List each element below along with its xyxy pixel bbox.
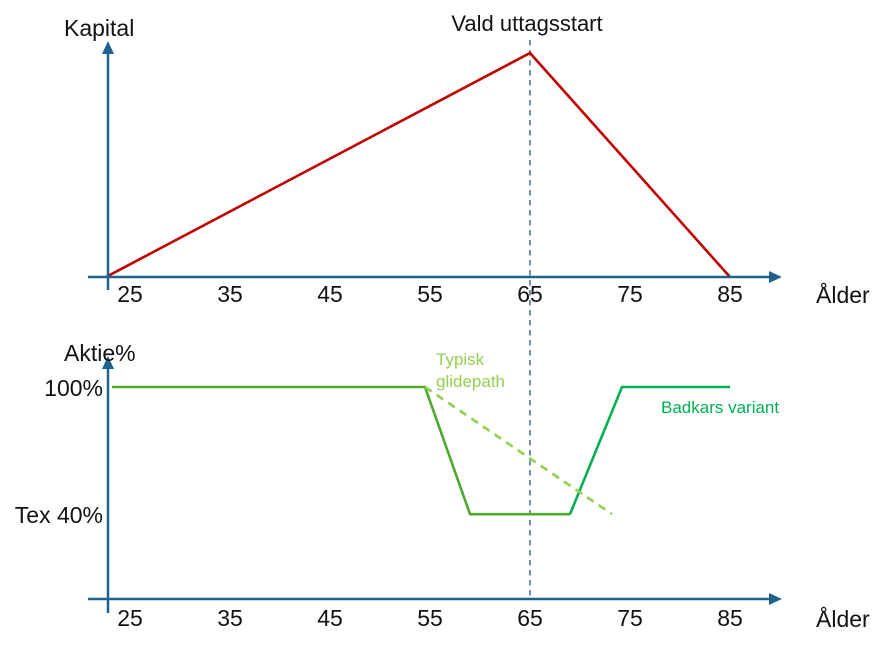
top-chart-x-tick-25: 25	[117, 281, 143, 307]
bottom-chart-x-tick-85: 85	[717, 605, 743, 631]
bottom-chart-y-axis-arrow	[102, 356, 114, 369]
kapital-curve-line	[105, 51, 731, 279]
bottom-chart-x-tick-65: 65	[517, 605, 543, 631]
typisk-glidepath-line	[424, 385, 613, 516]
top-chart-x-axis-arrow	[769, 271, 782, 283]
bottom-chart-x-axis-arrow	[769, 593, 782, 605]
top-chart-x-tick-35: 35	[217, 281, 243, 307]
bottom-chart-x-tick-35: 35	[217, 605, 243, 631]
top-chart-y-axis-title: Kapital	[64, 15, 135, 41]
top-chart-x-tick-65: 65	[517, 281, 543, 307]
badkars-variant-pre-line	[112, 385, 570, 516]
bottom-chart-x-tick-45: 45	[317, 605, 343, 631]
typisk-glidepath-series-label: Typisk glidepath	[436, 350, 506, 391]
top-chart-x-tick-55: 55	[417, 281, 443, 307]
badkars-variant-line	[568, 385, 730, 515]
bottom-chart-y-axis-title: Aktie%	[64, 340, 136, 366]
withdrawal-start-annotation-label: Vald uttagsstart	[451, 11, 603, 36]
top-chart-x-tick-75: 75	[617, 281, 643, 307]
bottom-chart-x-tick-75: 75	[617, 605, 643, 631]
bottom-chart-x-axis-title: Ålder	[816, 606, 870, 632]
bottom-chart-y-tick-40: Tex 40%	[14, 502, 103, 529]
bottom-chart-y-tick-100: 100%	[44, 375, 103, 401]
bottom-chart-x-tick-25: 25	[117, 605, 143, 631]
top-chart-x-tick-45: 45	[317, 281, 343, 307]
bottom-chart-x-tick-55: 55	[417, 605, 443, 631]
badkars-variant-series-label: Badkars variant	[661, 398, 780, 417]
top-chart-y-axis-arrow	[102, 41, 114, 54]
top-chart-x-tick-85: 85	[717, 281, 743, 307]
top-chart-x-axis-title: Ålder	[816, 282, 870, 308]
